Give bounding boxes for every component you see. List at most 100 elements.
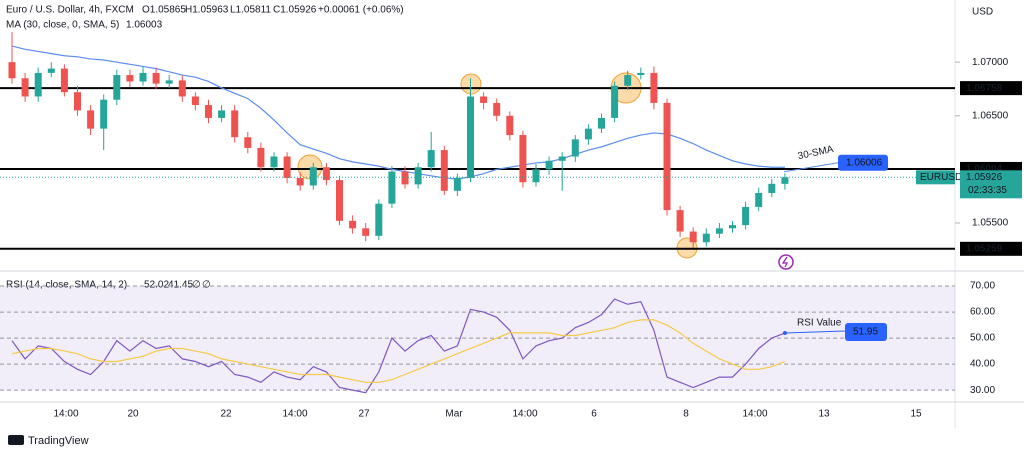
annotation: RSI Value [797, 318, 842, 329]
level-label: 1.05259 [966, 243, 1003, 254]
candle-body [440, 150, 448, 191]
logo [8, 435, 24, 445]
candle-body [309, 167, 317, 186]
symbol-tag [916, 170, 955, 185]
candle-body [349, 220, 357, 229]
candle-body [296, 177, 304, 186]
candle-body [336, 180, 343, 221]
candle-body [191, 96, 199, 106]
sma-pointer [783, 162, 839, 173]
candle-body [322, 167, 330, 181]
candle-body [47, 68, 55, 73]
candle-body [21, 78, 29, 97]
x-tick-label: 8 [683, 409, 689, 420]
candle-body [113, 75, 121, 100]
ohlc-open: O1.05865 [142, 5, 186, 16]
x-tick-label: Mar [445, 409, 463, 420]
candle-body [178, 80, 186, 97]
y-tick-label: 60.00 [970, 307, 995, 318]
candle-body [126, 75, 134, 82]
y-tick-label: 50.00 [970, 333, 995, 344]
last-label: 1.05926 [966, 172, 1003, 183]
rsi-legend: 41.45 [168, 280, 193, 291]
y-tick-label: 1.05500 [972, 218, 1009, 229]
candle-body [60, 68, 68, 93]
ma-line [11, 45, 785, 180]
event-bolt [781, 256, 789, 268]
candle-body [231, 110, 239, 138]
rsi-tag [845, 323, 887, 342]
ma-value: 1.06003 [126, 20, 163, 31]
x-tick-label: 14:00 [282, 409, 307, 420]
x-tick-label: 27 [358, 409, 370, 420]
last-tag [960, 170, 1022, 199]
candle-body [519, 135, 527, 183]
countdown: 02:33:35 [968, 185, 1007, 196]
candle-body [676, 210, 684, 232]
candle-body [755, 192, 763, 207]
candle-body [742, 206, 750, 226]
rsi-tag-label: 51.95 [853, 327, 878, 338]
candle-body [624, 75, 632, 86]
candle-body [283, 156, 291, 178]
rsi-line [11, 298, 786, 394]
candle-body [689, 231, 697, 243]
x-tick-label: 13 [818, 409, 830, 420]
x-tick-label: 15 [910, 409, 922, 420]
candle-body [467, 96, 474, 178]
x-tick-label: 20 [127, 409, 139, 420]
event-icon[interactable] [778, 254, 794, 270]
candle-body [257, 147, 265, 168]
candle-body [715, 228, 723, 234]
rsi-line [11, 319, 786, 383]
symbol: Euro / U.S. Dollar, 4h, FXCM [6, 5, 134, 16]
x-tick-label: 14:00 [53, 409, 78, 420]
candle-body [205, 105, 212, 118]
candle-body [584, 128, 592, 140]
candle-body [702, 233, 710, 243]
candle-body [270, 156, 278, 168]
rsi-legend: ∅ [192, 280, 201, 291]
ohlc-high: H1.05963 [185, 5, 229, 16]
y-tick-label: 70.00 [970, 281, 995, 292]
candle-body [414, 167, 422, 185]
candle-body [598, 117, 605, 129]
level-label: 1.06758 [966, 83, 1003, 94]
y-tick-label: 40.00 [970, 359, 995, 370]
candle-body [427, 150, 435, 168]
candle-body [637, 72, 645, 76]
x-tick-label: 14:00 [512, 409, 537, 420]
rsi-legend: 52.02 [144, 280, 169, 291]
candle-body [244, 137, 252, 148]
symbol-label: EURUSD [920, 172, 962, 183]
candle-body [532, 169, 540, 183]
x-tick-label: 22 [220, 409, 232, 420]
candle-body [74, 92, 81, 111]
sma-label: 1.06006 [846, 157, 883, 168]
footer: TradingView [28, 435, 89, 447]
candle-body [545, 160, 553, 170]
candle-body [139, 72, 147, 82]
ohlc-low: L1.05811 [230, 5, 271, 16]
level-label: 1.06004 [966, 164, 1003, 175]
candle-body [218, 110, 226, 118]
candle-body [506, 115, 514, 136]
ohlc-close: C1.05926 [273, 5, 317, 16]
rsi-title: RSI (14, close, SMA, 14, 2) [6, 280, 127, 291]
candle-body [611, 85, 619, 118]
candle-body [362, 228, 370, 236]
ohlc-change: +0.00061 (+0.06%) [318, 5, 404, 16]
candle-body [558, 156, 566, 161]
candle-body [34, 72, 42, 97]
candle-body [729, 225, 736, 229]
x-tick-label: 14:00 [742, 409, 767, 420]
rsi-legend: ∅ [202, 280, 211, 291]
level-tag [960, 241, 1022, 256]
candle-body [493, 102, 501, 116]
x-tick-label: 6 [591, 409, 597, 420]
candle-body [453, 177, 461, 191]
candle-body [781, 177, 789, 184]
candle-body [388, 171, 396, 204]
